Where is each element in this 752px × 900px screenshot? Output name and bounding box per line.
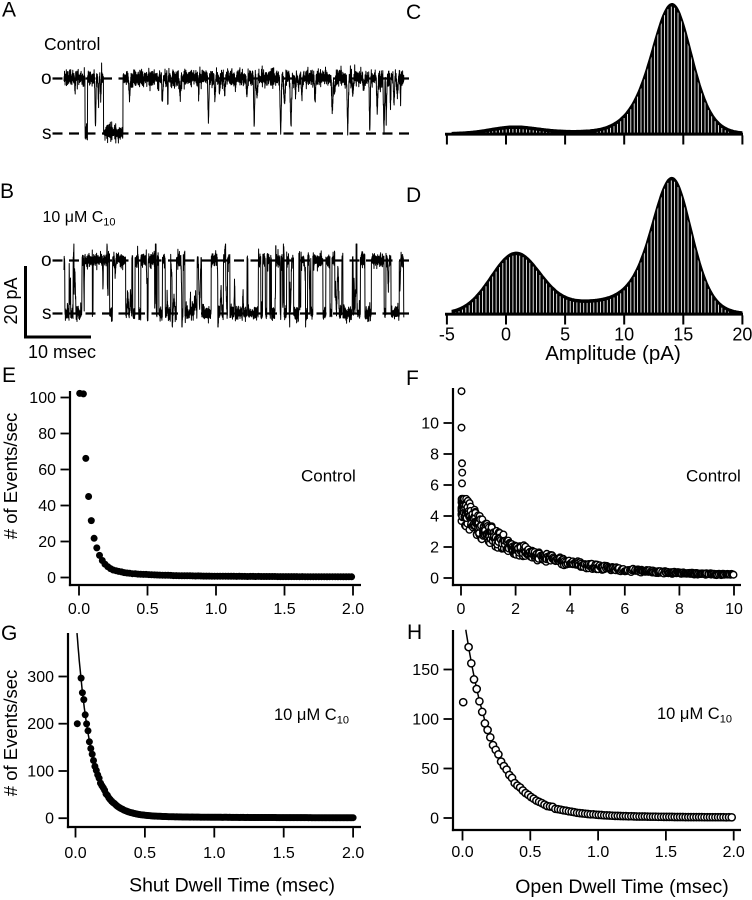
svg-text:H: H bbox=[407, 621, 422, 644]
svg-text:40: 40 bbox=[38, 498, 56, 515]
svg-text:0: 0 bbox=[47, 570, 56, 587]
svg-text:Amplitude (pA): Amplitude (pA) bbox=[545, 342, 681, 365]
svg-text:20: 20 bbox=[38, 534, 56, 551]
svg-text:2.0: 2.0 bbox=[342, 845, 364, 862]
svg-text:0: 0 bbox=[45, 811, 54, 828]
svg-text:0: 0 bbox=[430, 811, 439, 828]
svg-text:1.5: 1.5 bbox=[655, 844, 677, 861]
svg-text:100: 100 bbox=[27, 764, 54, 781]
svg-text:0: 0 bbox=[457, 601, 466, 618]
svg-text:s: s bbox=[42, 123, 52, 144]
svg-text:1.5: 1.5 bbox=[273, 601, 295, 618]
svg-text:10: 10 bbox=[614, 325, 634, 345]
svg-text:1.0: 1.0 bbox=[205, 601, 227, 618]
svg-text:1.5: 1.5 bbox=[273, 845, 295, 862]
svg-text:D: D bbox=[406, 184, 421, 207]
svg-text:o: o bbox=[41, 250, 52, 271]
svg-text:s: s bbox=[42, 303, 52, 324]
svg-text:Control: Control bbox=[686, 467, 741, 486]
svg-text:C: C bbox=[406, 1, 421, 24]
svg-text:0: 0 bbox=[501, 325, 511, 345]
svg-text:Shut Dwell Time (msec): Shut Dwell Time (msec) bbox=[129, 875, 335, 897]
svg-text:20: 20 bbox=[732, 325, 752, 345]
svg-text:100: 100 bbox=[29, 390, 56, 407]
svg-text:1.0: 1.0 bbox=[587, 844, 609, 861]
svg-text:10 μM C10: 10 μM C10 bbox=[657, 705, 732, 726]
svg-text:B: B bbox=[0, 180, 14, 203]
svg-text:6: 6 bbox=[620, 601, 629, 618]
svg-text:2: 2 bbox=[511, 601, 520, 618]
svg-text:0.0: 0.0 bbox=[68, 601, 90, 618]
svg-text:15: 15 bbox=[673, 325, 693, 345]
svg-text:4: 4 bbox=[430, 509, 439, 526]
svg-text:A: A bbox=[2, 0, 16, 22]
svg-text:o: o bbox=[41, 68, 52, 89]
svg-text:1.0: 1.0 bbox=[203, 845, 225, 862]
svg-text:150: 150 bbox=[412, 662, 439, 679]
svg-text:# of Events/sec: # of Events/sec bbox=[0, 413, 21, 539]
svg-text:60: 60 bbox=[38, 462, 56, 479]
svg-text:200: 200 bbox=[27, 716, 54, 733]
svg-text:F: F bbox=[406, 367, 419, 390]
svg-text:5: 5 bbox=[560, 325, 570, 345]
svg-text:10 μM C10: 10 μM C10 bbox=[274, 706, 349, 727]
svg-text:Control: Control bbox=[301, 467, 356, 486]
svg-text:E: E bbox=[2, 364, 16, 387]
svg-text:10 μM C10: 10 μM C10 bbox=[43, 209, 116, 229]
svg-text:0.0: 0.0 bbox=[451, 844, 473, 861]
svg-text:Control: Control bbox=[44, 34, 100, 54]
svg-text:10: 10 bbox=[421, 416, 439, 433]
svg-text:2.0: 2.0 bbox=[342, 601, 364, 618]
svg-text:6: 6 bbox=[430, 478, 439, 495]
svg-text:300: 300 bbox=[27, 669, 54, 686]
svg-text:4: 4 bbox=[566, 601, 575, 618]
svg-text:8: 8 bbox=[675, 601, 684, 618]
svg-text:2.0: 2.0 bbox=[723, 844, 745, 861]
svg-text:2: 2 bbox=[430, 540, 439, 557]
svg-text:8: 8 bbox=[430, 447, 439, 464]
svg-text:0.0: 0.0 bbox=[64, 845, 86, 862]
svg-text:G: G bbox=[1, 622, 17, 645]
svg-text:20 pA: 20 pA bbox=[1, 277, 21, 324]
svg-text:0.5: 0.5 bbox=[136, 601, 158, 618]
svg-text:100: 100 bbox=[412, 712, 439, 729]
svg-text:Open Dwell Time (msec): Open Dwell Time (msec) bbox=[515, 876, 728, 898]
svg-text:0.5: 0.5 bbox=[519, 844, 541, 861]
svg-text:-5: -5 bbox=[439, 325, 455, 345]
svg-text:0: 0 bbox=[430, 571, 439, 588]
svg-text:50: 50 bbox=[421, 761, 439, 778]
svg-text:10 msec: 10 msec bbox=[28, 342, 96, 362]
svg-text:80: 80 bbox=[38, 426, 56, 443]
svg-text:# of Events/sec: # of Events/sec bbox=[0, 670, 21, 796]
svg-text:10: 10 bbox=[725, 601, 743, 618]
svg-text:0.5: 0.5 bbox=[134, 845, 156, 862]
